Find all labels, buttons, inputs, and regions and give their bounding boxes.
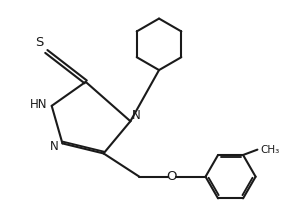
Text: HN: HN xyxy=(30,97,47,110)
Text: S: S xyxy=(35,36,43,49)
Text: N: N xyxy=(132,109,141,122)
Text: O: O xyxy=(166,170,177,183)
Text: N: N xyxy=(50,140,58,153)
Text: CH₃: CH₃ xyxy=(260,145,279,155)
